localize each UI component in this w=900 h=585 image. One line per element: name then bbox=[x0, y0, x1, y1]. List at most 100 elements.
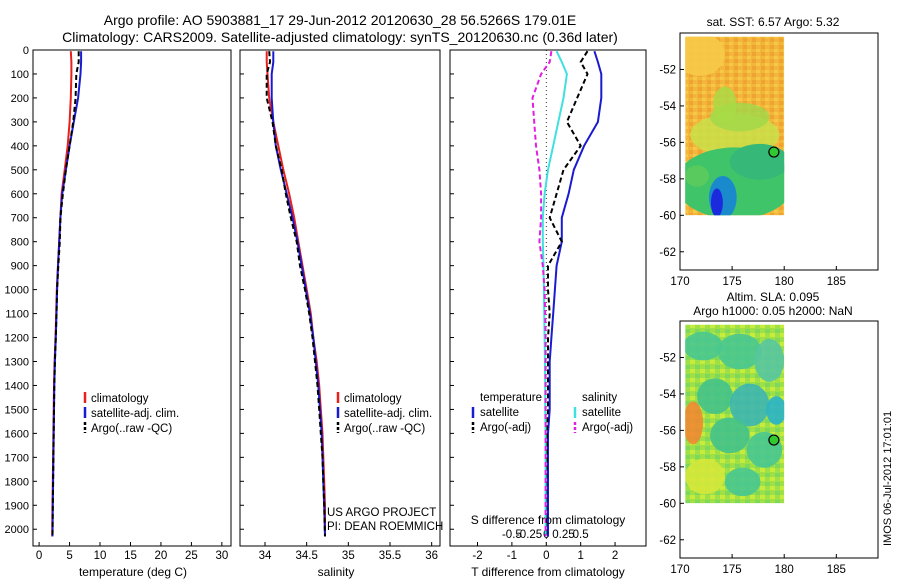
lon-tick-label: 180 bbox=[775, 276, 794, 288]
sla-map-panel: Altim. SLA: 0.095 Argo h1000: 0.05 h2000… bbox=[659, 290, 879, 576]
depth-tick-label: 400 bbox=[11, 141, 29, 153]
depth-tick-label: 600 bbox=[11, 189, 29, 201]
lat-tick-label: -60 bbox=[659, 498, 676, 510]
depth-tick-label: 200 bbox=[11, 93, 29, 105]
depth-tick-label: 1900 bbox=[5, 500, 29, 512]
x-tick-label: 10 bbox=[94, 550, 107, 562]
series-line-temperature-argo-adj- bbox=[545, 50, 589, 537]
legend-label-argo: Argo(..raw -QC) bbox=[91, 423, 172, 435]
depth-tick-label: 1300 bbox=[5, 356, 29, 368]
field-patch bbox=[717, 333, 762, 370]
temperature-series-group bbox=[51, 51, 83, 537]
pi-annotation: PI: DEAN ROEMMICH bbox=[327, 521, 443, 533]
field-patch bbox=[709, 417, 750, 454]
field-patch bbox=[754, 338, 785, 382]
sla-map-subtitle: Argo h1000: 0.05 h2000: NaN bbox=[693, 304, 852, 318]
sst-lat-tick-labels: -52 -54 -56 -58 -60 -62 bbox=[659, 64, 684, 259]
x-tick-label: 5 bbox=[66, 550, 72, 562]
x-tick-label: 35.5 bbox=[379, 550, 401, 562]
lon-tick-label: 185 bbox=[827, 276, 846, 288]
lat-tick-label: -52 bbox=[659, 64, 676, 76]
temperature-legend: climatology satellite-adj. clim. Argo(..… bbox=[83, 392, 179, 435]
legend-label-climatology: climatology bbox=[344, 393, 402, 405]
depth-tick-labels: 0 100 200 300 400 500 600 700 800 900 1000 1100 1200… bbox=[5, 45, 37, 536]
difference-panel: -2 -1 0 1 2 -0.5-0.25 0 0.250.5 S difference f… bbox=[449, 49, 647, 579]
temperature-x-tick-labels: 0 5 10 15 20 25 30 bbox=[36, 542, 228, 562]
depth-tick-label: 500 bbox=[11, 165, 29, 177]
legend-label-climatology: climatology bbox=[91, 393, 149, 405]
x-tick-label: 30 bbox=[215, 550, 228, 562]
temperature-axes-frame bbox=[32, 49, 232, 547]
sla-map-title: Altim. SLA: 0.095 bbox=[727, 290, 820, 304]
imos-timestamp: IMOS 06-Jul-2012 17:01:01 bbox=[882, 411, 894, 546]
legend-label-satellite: satellite-adj. clim. bbox=[91, 408, 179, 420]
sst-map-panel: sat. SST: 6.57 Argo: 5.32 -52 -54 -56 -58 -6… bbox=[659, 15, 879, 288]
s-difference-xlabel: S difference from climatology bbox=[471, 513, 626, 527]
depth-tick-label: 1400 bbox=[5, 380, 29, 392]
lat-tick-label: -58 bbox=[659, 462, 676, 474]
salinity-panel: 34 34.5 35 35.5 36 salinity climatology sate… bbox=[239, 49, 443, 579]
project-annotation: US ARGO PROJECT bbox=[327, 507, 436, 519]
x-tick-label: 0 bbox=[543, 550, 549, 562]
legend-label-satellite: satellite-adj. clim. bbox=[344, 408, 432, 420]
lon-tick-label: 170 bbox=[670, 276, 689, 288]
sst-map-title: sat. SST: 6.57 Argo: 5.32 bbox=[707, 15, 840, 29]
depth-tick-label: 1000 bbox=[5, 285, 29, 297]
lat-tick-label: -58 bbox=[659, 174, 676, 186]
depth-tick-label: 1100 bbox=[5, 309, 29, 321]
x-tick-label: 36 bbox=[425, 550, 438, 562]
depth-tick-label: 800 bbox=[11, 237, 29, 249]
temperature-xlabel: temperature (deg C) bbox=[79, 565, 187, 579]
depth-tick-label: 100 bbox=[11, 69, 29, 81]
argo-position-marker bbox=[768, 146, 780, 158]
lat-tick-label: -52 bbox=[659, 352, 676, 364]
sla-lon-tick-labels: 170 175 180 185 bbox=[670, 554, 846, 576]
depth-tick-label: 1500 bbox=[5, 404, 29, 416]
x-tick-label: 2 bbox=[612, 550, 618, 562]
x-tick-label: 25 bbox=[185, 550, 198, 562]
lat-tick-label: -54 bbox=[659, 389, 676, 401]
series-line-satellite-adj-clim- bbox=[270, 51, 326, 537]
field-patch bbox=[697, 378, 733, 414]
x-tick-label: -1 bbox=[507, 550, 517, 562]
legend-label-temp-satellite: satellite bbox=[480, 407, 519, 419]
depth-tick-label: 1700 bbox=[5, 452, 29, 464]
salinity-axes-frame bbox=[239, 49, 441, 547]
lat-tick-label: -56 bbox=[659, 137, 676, 149]
difference-legend: temperature satellite Argo(-adj) salinit… bbox=[471, 392, 633, 434]
lat-tick-label: -56 bbox=[659, 425, 676, 437]
lon-tick-label: 175 bbox=[723, 564, 742, 576]
s-difference-tick-labels: -0.5-0.25 0 0.250.5 bbox=[502, 529, 589, 541]
depth-tick-label: 300 bbox=[11, 117, 29, 129]
legend-title-salinity: salinity bbox=[582, 392, 617, 404]
argo-position-marker bbox=[768, 434, 780, 446]
lat-tick-label: -62 bbox=[659, 247, 676, 259]
lon-tick-label: 175 bbox=[723, 276, 742, 288]
lon-tick-label: 180 bbox=[775, 564, 794, 576]
x-tick-label: 20 bbox=[155, 550, 168, 562]
s-diff-tick-label: -0.5 bbox=[502, 529, 522, 541]
legend-label-sal-argo: Argo(-adj) bbox=[582, 422, 633, 434]
x-tick-label: -2 bbox=[472, 550, 482, 562]
lat-tick-label: -62 bbox=[659, 535, 676, 547]
sst-field bbox=[685, 36, 785, 216]
s-diff-tick-label: -0.25 bbox=[516, 529, 542, 541]
salinity-xlabel: salinity bbox=[318, 565, 355, 579]
depth-tick-label: 900 bbox=[11, 261, 29, 273]
legend-title-temperature: temperature bbox=[480, 392, 542, 404]
field-patch bbox=[685, 401, 704, 445]
lon-tick-label: 170 bbox=[670, 564, 689, 576]
legend-label-sal-satellite: satellite bbox=[582, 407, 621, 419]
depth-tick-label: 2000 bbox=[5, 524, 29, 536]
lat-tick-label: -54 bbox=[659, 101, 676, 113]
depth-tick-label: 1600 bbox=[5, 428, 29, 440]
sla-lat-tick-labels: -52 -54 -56 -58 -60 -62 bbox=[659, 352, 684, 547]
field-patch bbox=[710, 188, 723, 216]
series-line-salinity-satellite bbox=[541, 50, 568, 537]
t-difference-tick-labels: -2 -1 0 1 2 bbox=[450, 49, 618, 562]
lat-tick-label: -60 bbox=[659, 210, 676, 222]
x-tick-label: 34.5 bbox=[295, 550, 317, 562]
field-patch bbox=[724, 467, 761, 497]
sla-field bbox=[685, 324, 785, 504]
